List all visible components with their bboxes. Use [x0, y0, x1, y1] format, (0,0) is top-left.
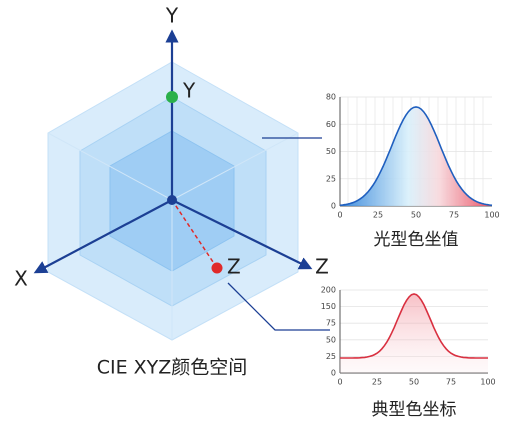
chart-caption: 光型色坐值	[374, 230, 459, 250]
chart-bottom: 200 150 75 50 25 00 25 50 75 100 典型色坐标	[321, 286, 496, 421]
caption: CIE XYZ颜色空间	[97, 357, 248, 379]
y-tick-label: 75	[326, 319, 336, 328]
x-tick-label: 25	[373, 211, 383, 220]
y-tick-label: 150	[321, 302, 336, 311]
curve-fill	[340, 107, 492, 206]
y-tick-label: 60	[326, 120, 336, 129]
x-tick-label: 0	[337, 378, 342, 387]
connector	[227, 282, 330, 331]
curve-fill	[340, 294, 488, 373]
chart-caption: 典型色坐标	[372, 400, 457, 420]
axes	[33, 29, 313, 274]
y-tick-label: 50	[326, 335, 336, 344]
y-tick-label: 50	[326, 147, 336, 156]
y-tick-label: 0	[331, 202, 336, 211]
y-point	[166, 91, 178, 103]
x-axis-label: X	[14, 267, 28, 291]
y-tick-label: 200	[321, 286, 336, 295]
x-tick-label: 75	[446, 378, 456, 387]
x-tick-label: 100	[480, 378, 495, 387]
curve	[339, 106, 493, 207]
z-point-label: Z	[227, 255, 241, 279]
y-point-label: Y	[182, 79, 196, 103]
x-tick-label: 50	[411, 211, 421, 220]
y-tick-label: 0	[331, 369, 336, 378]
x-tick-label: 50	[409, 378, 419, 387]
y-tick-label: 80	[326, 93, 336, 102]
y-axis-label: Y	[165, 4, 179, 28]
z-point	[211, 262, 223, 274]
y-tick-label: 25	[326, 352, 336, 361]
origin	[167, 195, 177, 205]
z-axis-label: Z	[315, 255, 329, 279]
x-tick-label: 25	[372, 378, 382, 387]
x-tick-label: 100	[484, 211, 499, 220]
x-tick-label: 0	[337, 211, 342, 220]
y-tick-label: 25	[326, 174, 336, 183]
chart-top: 80 60 50 25 00 25 50 75 100 光型色坐值	[326, 93, 500, 251]
curve	[340, 293, 488, 359]
x-tick-label: 75	[449, 211, 459, 220]
